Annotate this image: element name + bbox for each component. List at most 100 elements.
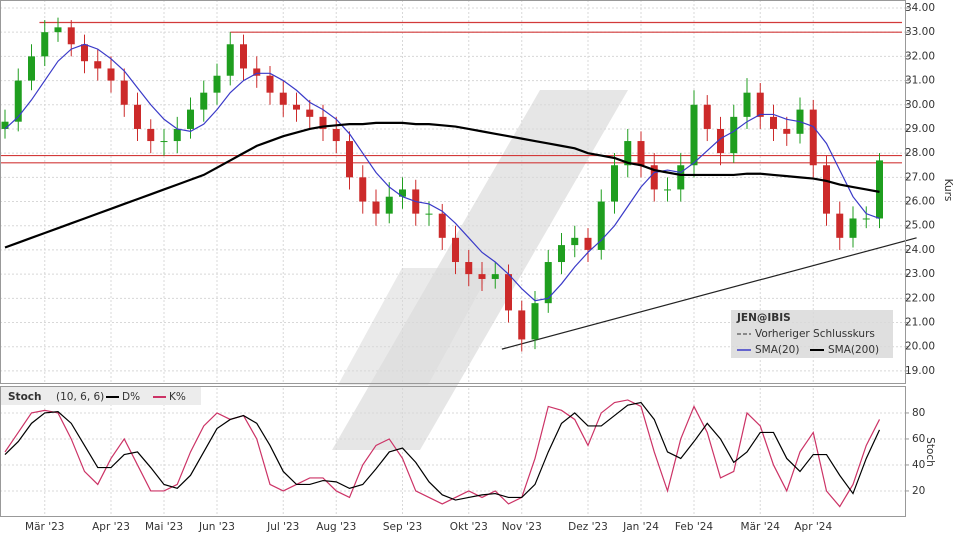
candle-body <box>28 56 35 81</box>
candle-body <box>94 61 102 69</box>
y-tick-label: 40 <box>912 459 925 471</box>
stoch-line <box>4 401 881 501</box>
candle-body <box>213 75 221 93</box>
legend: JEN@IBIS Vorheriger Schlusskurs SMA(20) … <box>731 310 893 358</box>
header-box <box>1 387 201 405</box>
price-frame <box>0 0 906 384</box>
y-tick-label: 20.00 <box>905 341 935 353</box>
legend-title: JEN@IBIS <box>736 312 791 324</box>
candle-body <box>306 109 314 117</box>
candle-body <box>240 44 247 69</box>
legend-label: SMA(200) <box>828 344 879 356</box>
y-tick-label: 30.00 <box>905 99 935 111</box>
candle-body <box>226 44 234 76</box>
candle-body <box>491 274 499 279</box>
candle-body <box>836 213 844 238</box>
candle-body <box>293 104 300 110</box>
x-tick-label: Jan '24 <box>622 521 659 533</box>
y-tick-label: 60 <box>912 433 925 445</box>
candle-body <box>544 262 552 304</box>
candle-body <box>571 237 579 246</box>
y-tick-label: 31.00 <box>905 75 935 87</box>
y-tick-label: 32.00 <box>905 50 935 62</box>
stoch-header: Stoch (10, 6, 6) D% K% <box>1 387 201 405</box>
candle-body <box>266 75 274 93</box>
candle-body <box>160 141 168 143</box>
candle-body <box>664 189 671 191</box>
candle-body <box>597 201 605 250</box>
candle-body <box>584 237 592 250</box>
candle-body <box>120 80 128 105</box>
y-tick-label: 22.00 <box>905 292 935 304</box>
candle-body <box>862 218 870 220</box>
y-tick-label: 26.00 <box>905 196 935 208</box>
panel-title: Stoch <box>8 391 42 403</box>
candle-body <box>425 213 433 215</box>
candle-body <box>14 80 22 122</box>
candle-body <box>611 165 618 202</box>
candle-body <box>134 104 141 129</box>
candle-body <box>770 116 777 129</box>
x-tick-label: Okt '23 <box>450 521 488 533</box>
candle-body <box>385 196 393 214</box>
candle-body <box>703 104 711 129</box>
x-tick-label: Nov '23 <box>502 521 542 533</box>
candle-body <box>505 274 512 311</box>
panel-subtitle: (10, 6, 6) <box>56 391 104 403</box>
candle-body <box>478 274 486 279</box>
candle-body <box>438 213 446 238</box>
y-tick-label: 20 <box>912 485 925 497</box>
y-tick-label: 19.00 <box>905 365 935 377</box>
legend-label: SMA(20) <box>755 344 799 356</box>
x-tick-label: Jul '23 <box>266 521 299 533</box>
y-tick-label: 25.00 <box>905 220 935 232</box>
x-tick-label: Sep '23 <box>383 521 422 533</box>
candle-body <box>717 128 724 154</box>
y-tick-label: 28.00 <box>905 147 935 159</box>
legend-label: K% <box>169 391 186 403</box>
candle-body <box>279 92 287 105</box>
candle-body <box>650 165 658 190</box>
x-tick-label: Mai '23 <box>145 521 183 533</box>
candle-body <box>783 128 791 134</box>
candle-body <box>637 141 645 166</box>
candle-body <box>372 201 380 214</box>
sma-line <box>4 121 880 249</box>
candle-body <box>1 121 9 129</box>
y-tick-label: 27.00 <box>905 171 935 183</box>
candle-body <box>809 109 817 166</box>
candle-body <box>558 245 565 263</box>
x-tick-label: Aug '23 <box>316 521 356 533</box>
candle-body <box>107 68 115 81</box>
candle-body <box>41 32 49 57</box>
candle-body <box>690 104 698 166</box>
candle-body <box>823 165 830 214</box>
marks <box>0 17 917 508</box>
x-tick-label: Feb '24 <box>675 521 713 533</box>
stoch-line <box>4 399 881 508</box>
legend-label: D% <box>122 391 140 403</box>
candle-body <box>200 92 208 110</box>
y-tick-label: 29.00 <box>905 123 935 135</box>
y-tick-label: 21.00 <box>905 317 935 329</box>
y-tick-label: 23.00 <box>905 268 935 280</box>
candle-body <box>81 44 88 62</box>
candle-body <box>319 116 327 129</box>
candle-body <box>849 218 857 238</box>
watermark <box>338 268 492 385</box>
y-tick-label: 24.00 <box>905 244 935 256</box>
stoch-frame <box>0 386 906 517</box>
candle-body <box>531 303 539 340</box>
candle-body <box>173 128 181 142</box>
y-tick-label: 34.00 <box>905 2 935 14</box>
candle-body <box>465 262 473 275</box>
candle-body <box>54 27 62 33</box>
y-label: Stoch <box>924 437 936 467</box>
x-tick-label: Dez '23 <box>568 521 608 533</box>
candle-body <box>624 141 632 166</box>
candle-body <box>253 68 261 76</box>
x-tick-label: Apr '24 <box>794 521 832 533</box>
x-tick-label: Mär '23 <box>25 521 64 533</box>
candle-body <box>452 237 459 263</box>
y-label: Kurs <box>942 179 954 202</box>
